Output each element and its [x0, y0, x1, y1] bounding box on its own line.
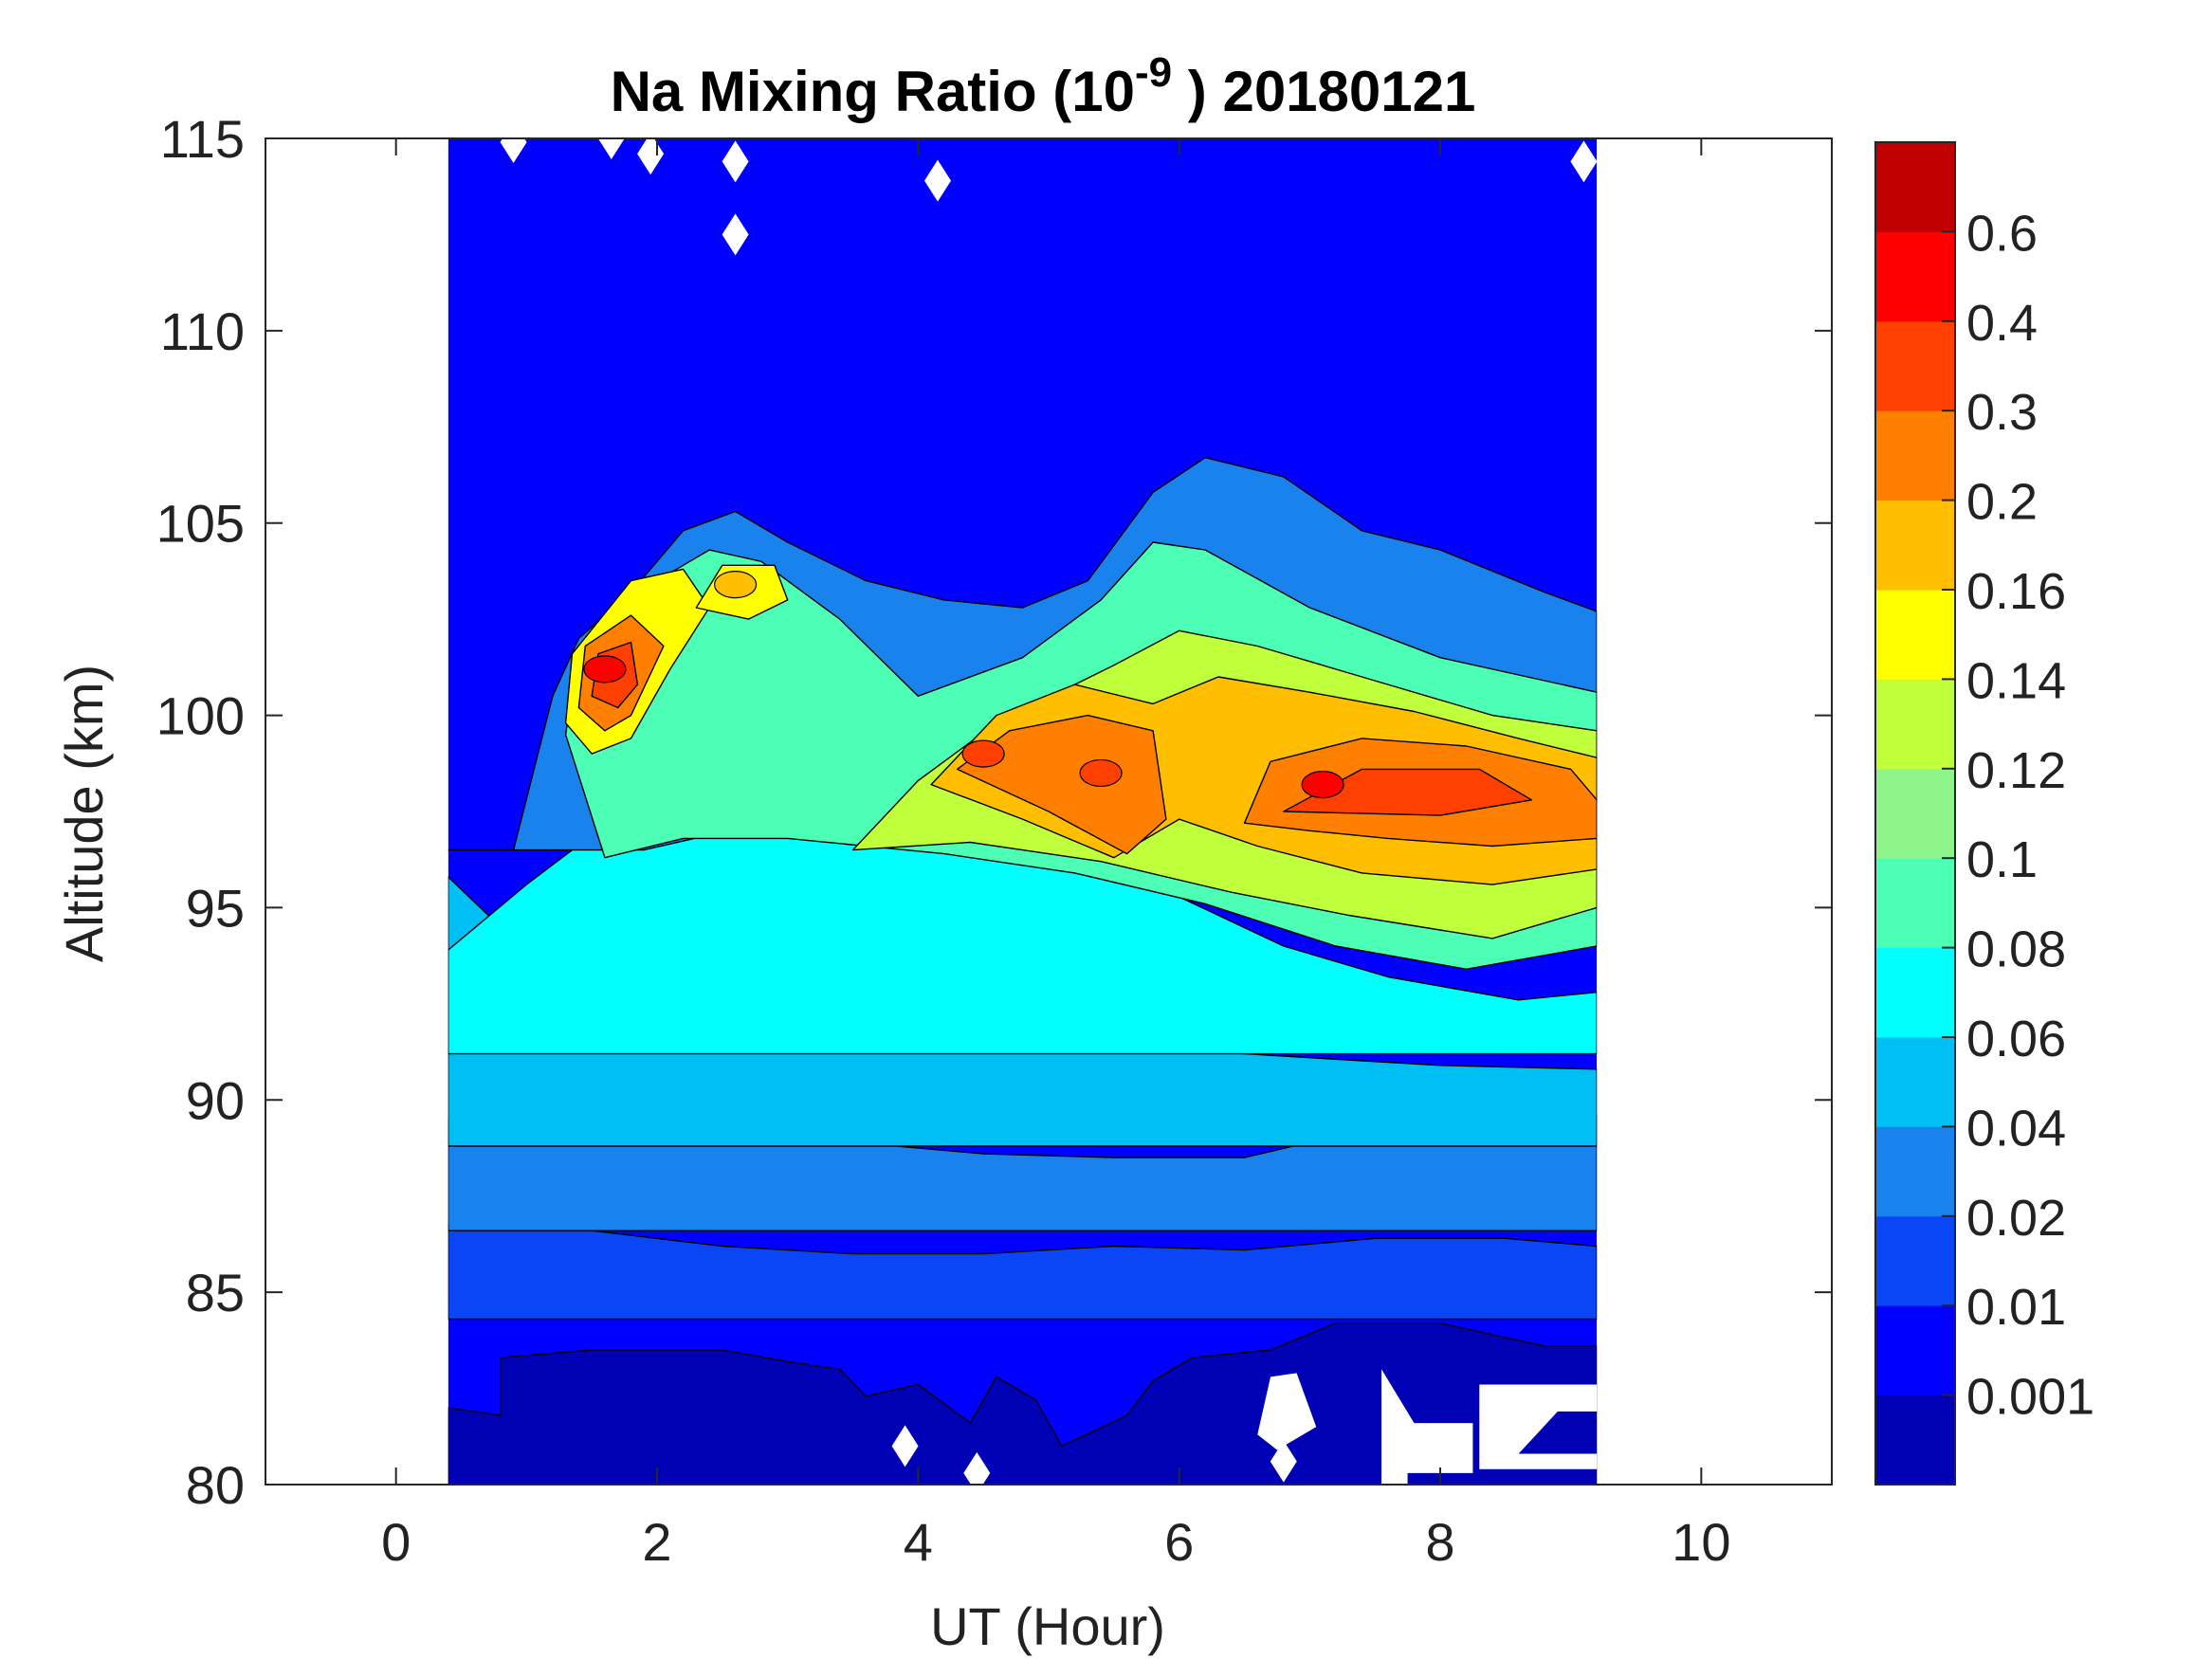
colorbar-tick-label: 0.4 — [1966, 295, 2038, 352]
colorbar-swatch — [1875, 1037, 1955, 1127]
colorbar-swatch — [1875, 947, 1955, 1038]
x-tick-label: 6 — [1164, 1512, 1194, 1572]
colorbar-swatch — [1875, 858, 1955, 949]
missing-data-patch — [722, 140, 749, 183]
region-0.3-mid — [956, 714, 1167, 855]
y-tick-label: 80 — [186, 1455, 245, 1515]
y-axis-ticks: 80 85 90 95 100 105 110 115 — [156, 109, 1832, 1515]
chart-title: Na Mixing Ratio (10-9 ) 20180121 — [611, 49, 1476, 123]
region-0.4-late — [1283, 768, 1533, 816]
contour-field — [448, 138, 1598, 1485]
colorbar-swatch — [1875, 1395, 1955, 1486]
y-tick-label: 110 — [160, 301, 245, 361]
colorbar-tick-label: 0.04 — [1966, 1100, 2066, 1157]
missing-data-patch — [500, 121, 527, 164]
x-axis-ticks: 0 2 4 6 8 10 — [381, 138, 1730, 1572]
colorbar-swatch — [1875, 410, 1955, 501]
x-tick-label: 4 — [904, 1512, 933, 1572]
x-tick-label: 8 — [1425, 1512, 1454, 1572]
colorbar-swatch — [1875, 768, 1955, 859]
colorbar-tick-label: 0.1 — [1966, 831, 2038, 888]
missing-data-patch — [891, 1425, 919, 1468]
layer-peak-early — [583, 655, 627, 684]
colorbar-frame — [1874, 141, 1956, 1486]
layer-peak-late — [1301, 770, 1344, 799]
y-axis-label: Altitude (km) — [54, 665, 114, 962]
colorbar-tick-label: 0.08 — [1966, 921, 2066, 978]
colorbar-tick-label: 0.16 — [1966, 563, 2066, 620]
colorbar-tick-label: 0.01 — [1966, 1279, 2066, 1336]
colorbar-tick-label: 0.12 — [1966, 742, 2066, 799]
missing-data-patch — [963, 1451, 991, 1494]
missing-data-patch — [1270, 1440, 1297, 1483]
colorbar-swatch — [1875, 142, 1955, 232]
colorbar-tick-label: 0.2 — [1966, 474, 2038, 531]
y-tick-label: 105 — [156, 494, 245, 554]
colorbar-swatch — [1875, 1215, 1955, 1306]
y-tick-label: 100 — [156, 686, 245, 746]
layer-peak-mid — [1079, 758, 1123, 788]
band-0.01 — [448, 1222, 1598, 1321]
layer-peak-secondary — [713, 571, 758, 599]
colorbar-tick-label: 0.001 — [1966, 1369, 2094, 1426]
y-tick-label: 90 — [186, 1070, 245, 1130]
colorbar-tick-label: 0.6 — [1966, 205, 2038, 262]
y-tick-label: 85 — [186, 1263, 245, 1322]
y-tick-label: 115 — [160, 109, 245, 169]
x-tick-label: 10 — [1672, 1512, 1730, 1572]
colorbar-swatch — [1875, 320, 1955, 411]
colorbar-swatch — [1875, 500, 1955, 591]
colorbar-tick-label: 0.14 — [1966, 652, 2066, 709]
missing-data-patch — [722, 213, 749, 256]
band-0.001 — [448, 1322, 1598, 1485]
x-tick-label: 0 — [381, 1512, 411, 1572]
colorbar-tick-label: 0.06 — [1966, 1011, 2066, 1067]
colorbar-swatch — [1875, 1305, 1955, 1396]
y-tick-label: 95 — [186, 878, 245, 938]
layer-peak-4h — [961, 739, 1005, 768]
colorbar-swatch — [1875, 590, 1955, 680]
colorbar-tick-label: 0.02 — [1966, 1190, 2066, 1247]
plot-frame — [265, 137, 1833, 1486]
colorbar: 0.001 0.01 0.02 0.04 0.06 0.08 0.1 0.12 0.14 0.16… — [1874, 141, 2094, 1486]
colorbar-swatch — [1875, 1126, 1955, 1217]
colorbar-swatch — [1875, 679, 1955, 770]
missing-data-patch — [923, 159, 951, 202]
x-tick-label: 2 — [642, 1512, 671, 1572]
plot-axes — [265, 137, 1833, 1486]
x-axis-label: UT (Hour) — [930, 1596, 1165, 1656]
colorbar-tick-label: 0.3 — [1966, 384, 2038, 441]
colorbar-swatch — [1875, 231, 1955, 322]
missing-data-patch — [1570, 140, 1598, 183]
missing-data-patch — [1257, 1369, 1598, 1485]
